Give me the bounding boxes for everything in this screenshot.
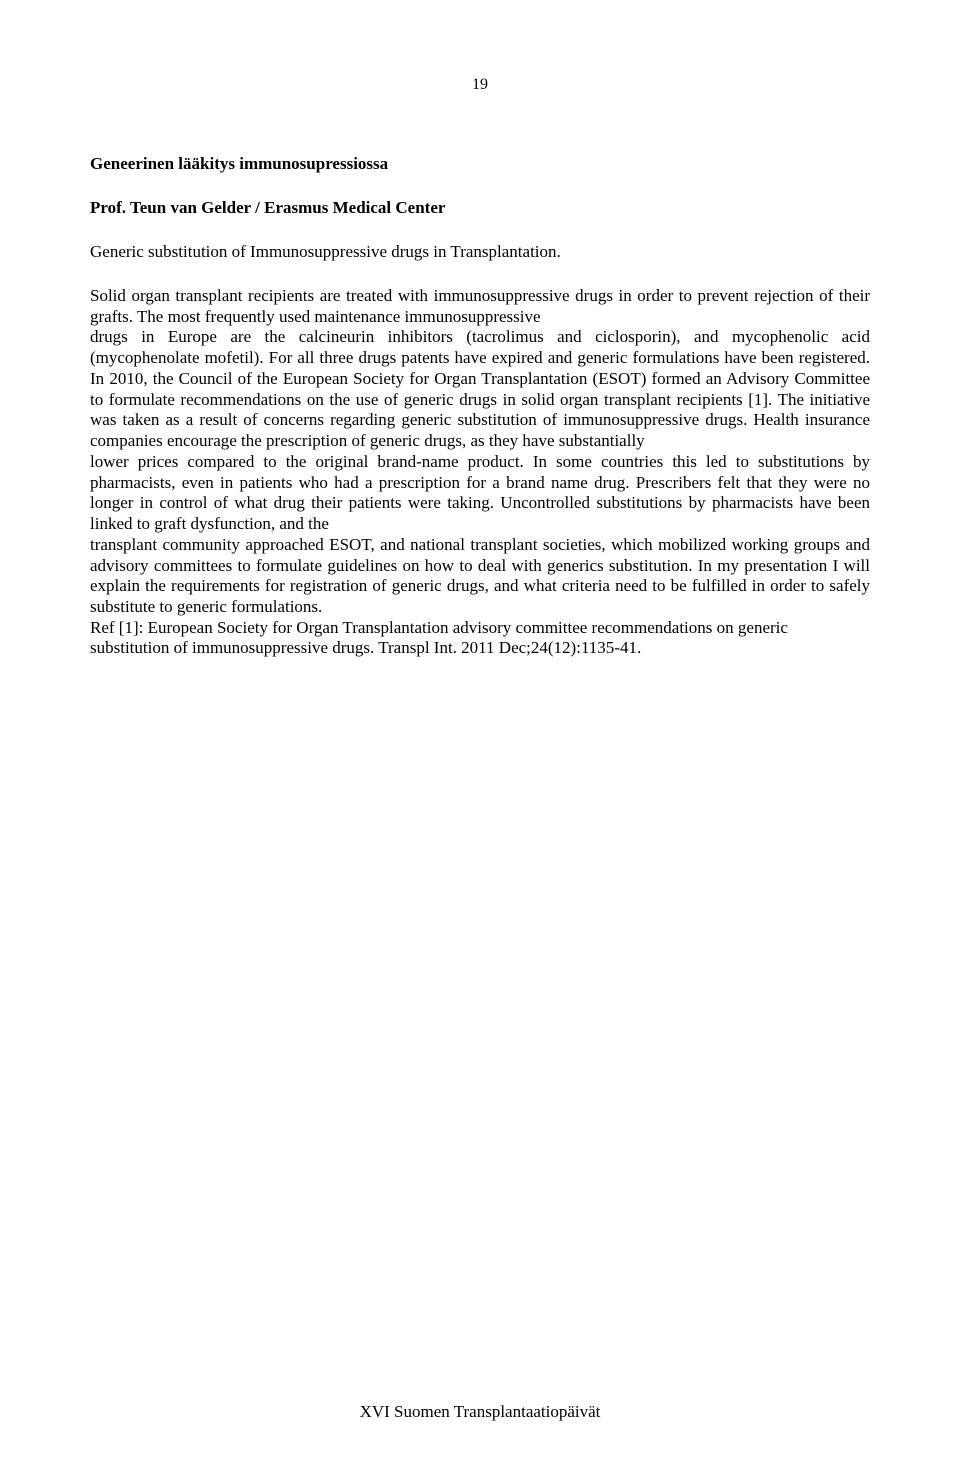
paragraph-4: transplant community approached ESOT, an… (90, 535, 870, 618)
subtitle: Generic substitution of Immunosuppressiv… (90, 242, 870, 262)
document-title: Geneerinen lääkitys immunosupressiossa (90, 154, 870, 174)
page-number: 19 (90, 76, 870, 94)
footer: XVI Suomen Transplantaatiopäivät (0, 1402, 960, 1422)
paragraph-2: drugs in Europe are the calcineurin inhi… (90, 327, 870, 451)
author-line: Prof. Teun van Gelder / Erasmus Medical … (90, 198, 870, 218)
paragraph-1: Solid organ transplant recipients are tr… (90, 286, 870, 327)
paragraph-3: lower prices compared to the original br… (90, 452, 870, 535)
reference: Ref [1]: European Society for Organ Tran… (90, 618, 870, 659)
